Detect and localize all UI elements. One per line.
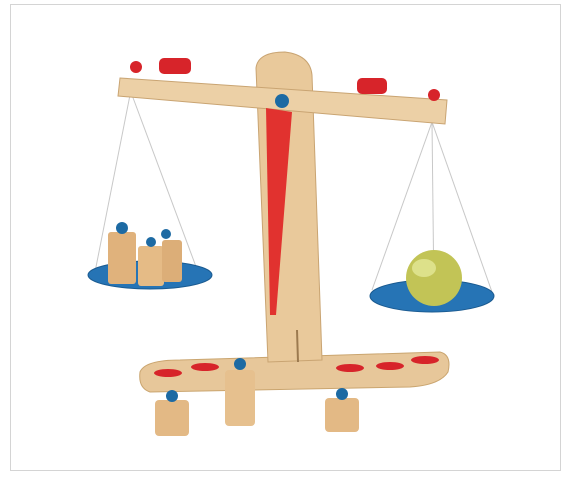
beam-knob: [428, 89, 440, 101]
red-weight: [357, 78, 387, 94]
apple: [406, 250, 462, 306]
red-weight: [159, 58, 191, 74]
beam-knob: [130, 61, 142, 73]
pivot: [275, 94, 289, 108]
photo: [0, 0, 571, 479]
apple-highlight: [412, 259, 436, 277]
post-slot: [297, 330, 298, 362]
